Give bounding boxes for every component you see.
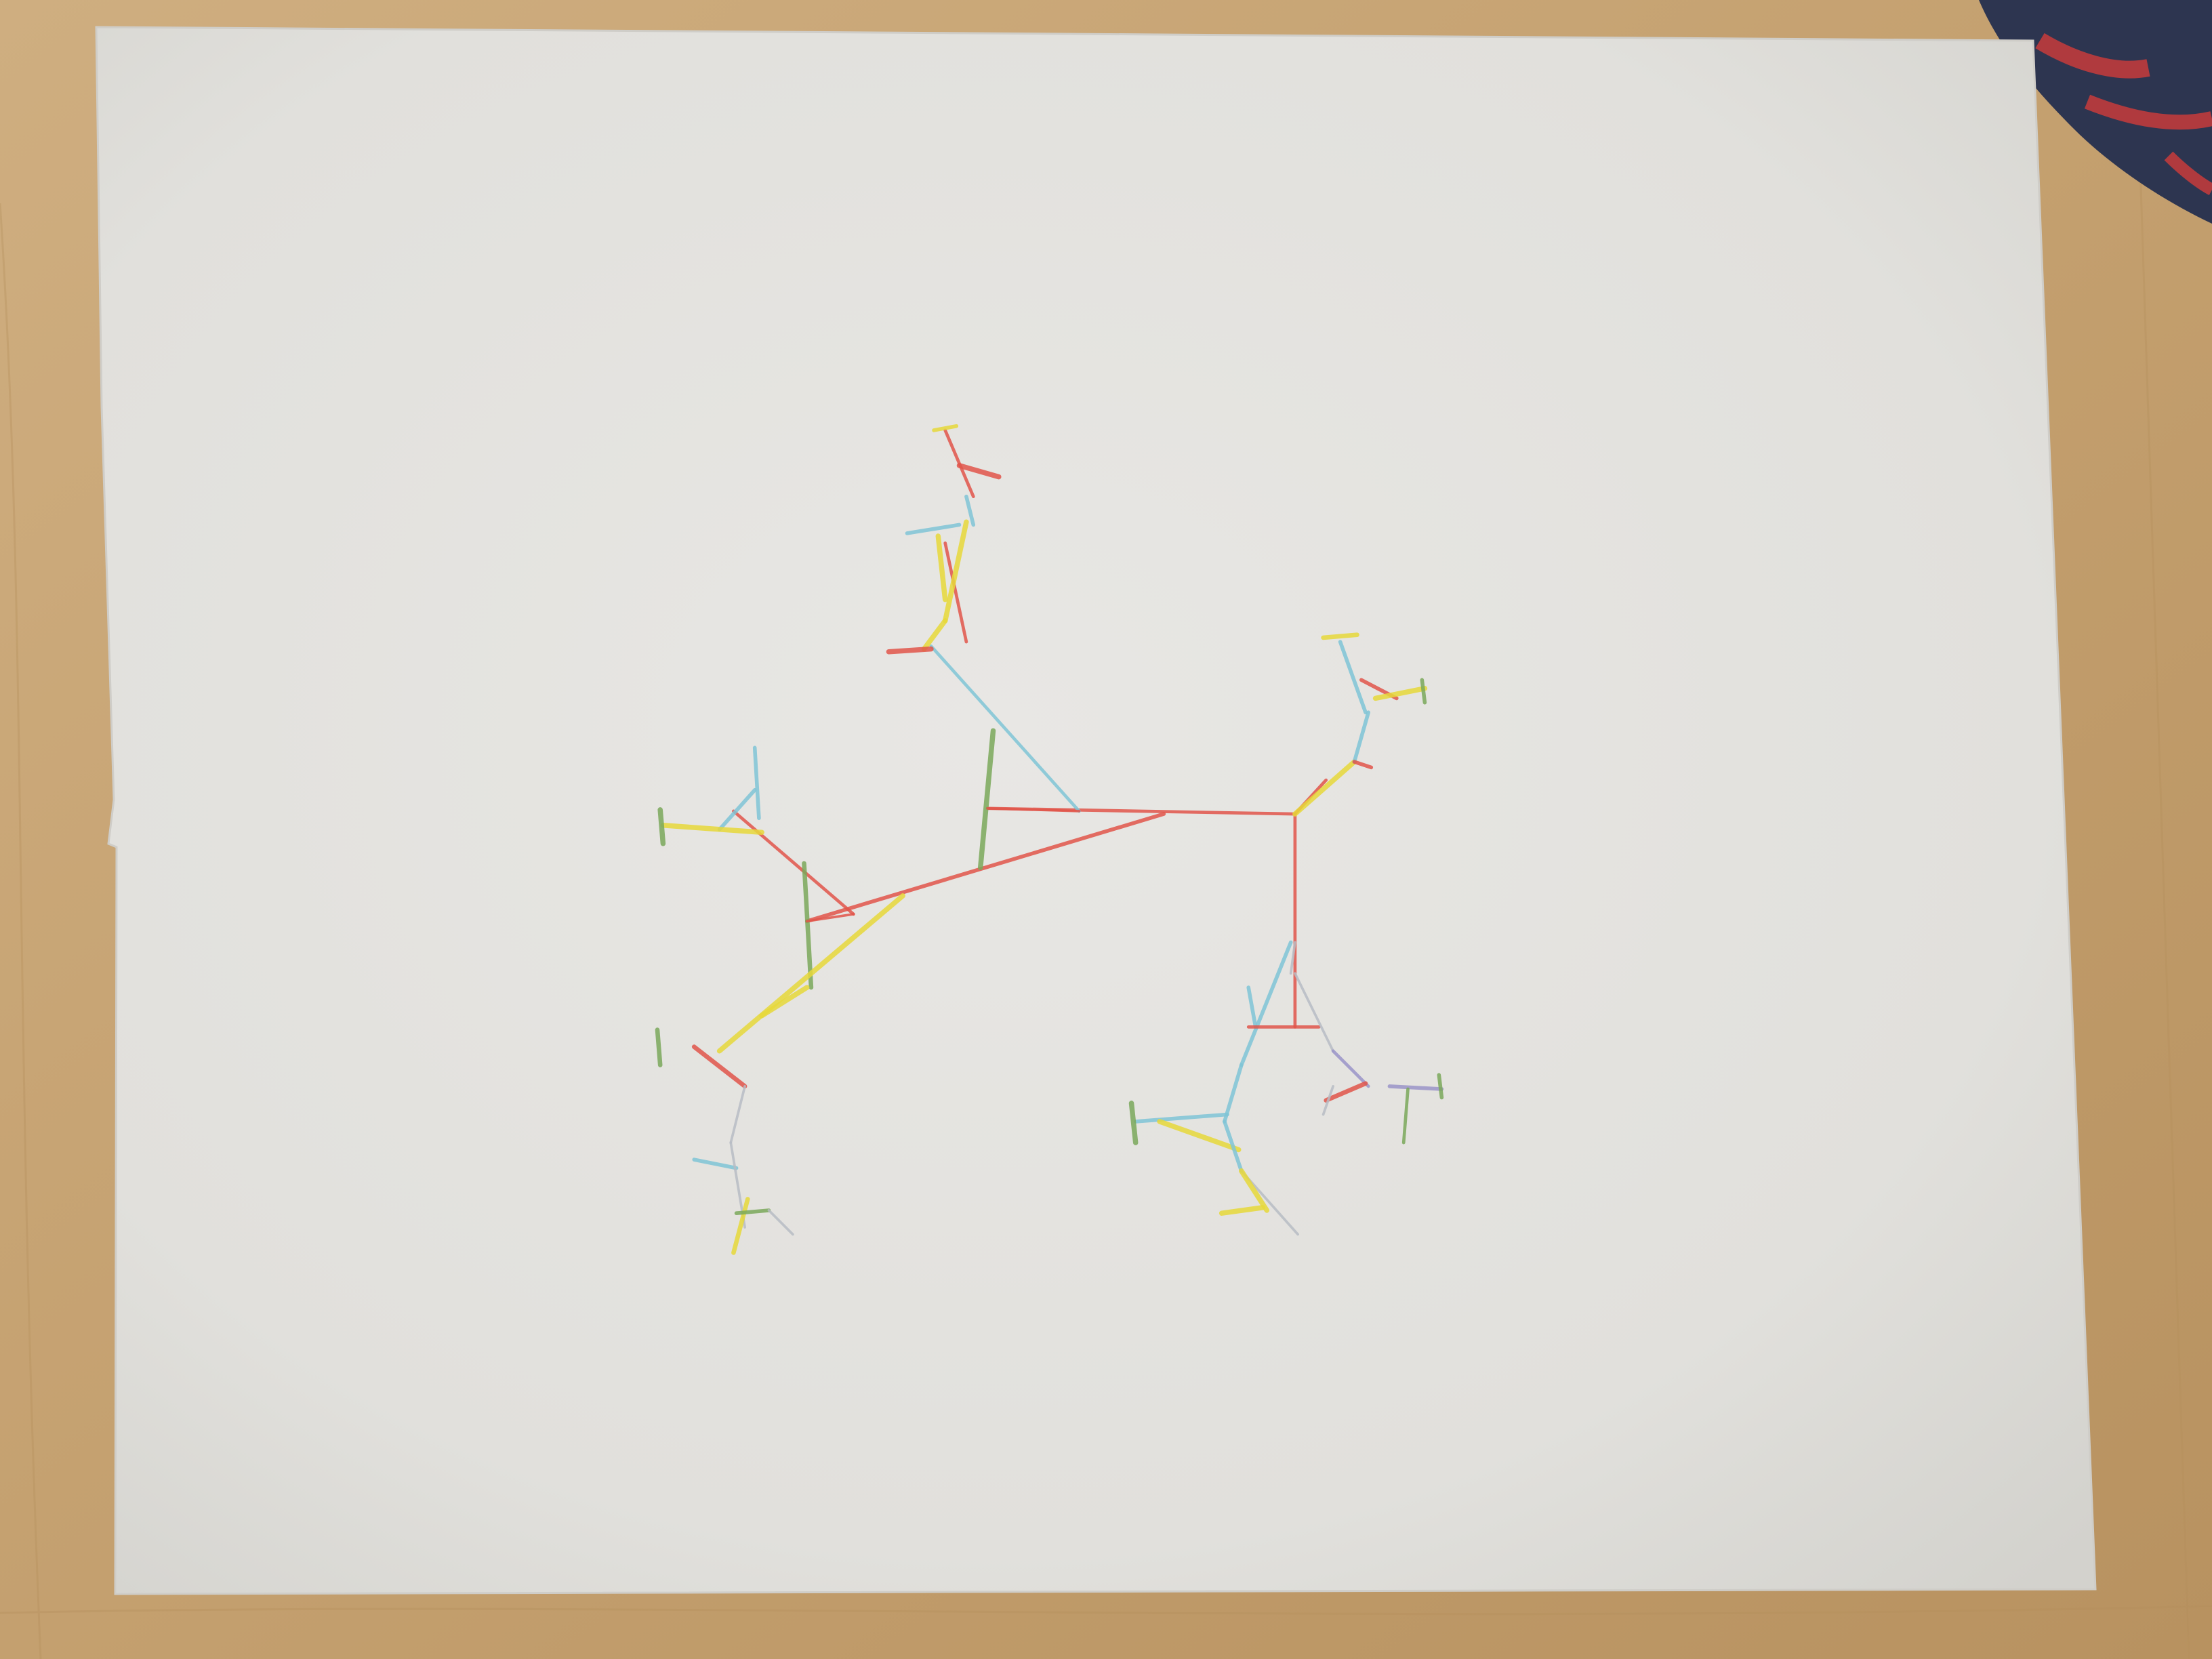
pencil-stroke-cyan <box>929 644 1081 813</box>
pencil-stroke-yellow <box>731 1197 750 1255</box>
pencil-stroke-yellow <box>1239 1168 1270 1213</box>
pencil-stroke-yellow <box>935 533 948 602</box>
pencil-stroke-red <box>956 463 1002 480</box>
pencil-stroke-red <box>986 806 1081 813</box>
fabric-corner <box>1979 0 2212 224</box>
pencil-stroke-yellow <box>716 893 905 1054</box>
pencil-stroke-purple <box>1387 1084 1444 1091</box>
pencil-stroke-cyan <box>692 1158 739 1170</box>
pencil-stroke-green <box>1420 678 1427 705</box>
pencil-tree-drawing <box>655 424 1444 1255</box>
pencil-stroke-red <box>732 809 855 916</box>
pencil-stroke-yellow <box>932 424 959 432</box>
pencil-stroke-cyan <box>1338 640 1368 714</box>
pencil-stroke-cyan <box>905 523 962 535</box>
pencil-stroke-yellow <box>1372 686 1428 701</box>
pencil-stroke-cyan <box>1223 1063 1244 1124</box>
pencil-stroke-gray <box>767 1209 794 1236</box>
pencil-stroke-yellow <box>759 985 810 1019</box>
pencil-stroke-red <box>804 812 1166 924</box>
pencil-stroke-cyan <box>752 745 761 821</box>
pencil-stroke-gray <box>1322 1085 1334 1116</box>
pencil-stroke-cyan <box>1223 1120 1244 1173</box>
pencil-stroke-cyan <box>964 494 976 527</box>
pencil-stroke-green <box>1401 1087 1410 1145</box>
pencil-stroke-yellow <box>921 618 948 652</box>
pencil-stroke-yellow <box>660 823 764 835</box>
pencil-stroke-gray <box>1289 941 1296 975</box>
pencil-stroke-cyan <box>717 787 757 832</box>
pencil-stroke-red <box>805 913 855 923</box>
pencil-stroke-red <box>691 1044 747 1089</box>
pencil-stroke-green <box>734 1208 771 1215</box>
pencil-stroke-green <box>1437 1073 1444 1100</box>
pencil-stroke-gray <box>1294 972 1334 1052</box>
pencil-stroke-green <box>657 807 666 846</box>
pencil-stroke-yellow <box>1292 759 1357 817</box>
pencil-stroke-green <box>802 861 814 990</box>
pencil-stroke-green <box>655 1027 663 1067</box>
pencil-stroke-red <box>1324 1081 1368 1103</box>
pencil-stroke-purple <box>1331 1049 1370 1088</box>
pencil-stroke-yellow <box>942 519 969 623</box>
pencil-stroke-yellow <box>1218 1205 1265 1216</box>
pencil-stroke-cyan <box>1133 1112 1229 1124</box>
pencil-stroke-gray <box>729 1085 746 1144</box>
pencil-stroke-yellow <box>1321 632 1359 640</box>
pencil-stroke-cyan <box>1240 940 1293 1067</box>
pencil-stroke-red <box>943 541 968 644</box>
pencil-stroke-red <box>886 646 934 655</box>
pencil-stroke-green <box>977 728 996 870</box>
pencil-stroke-yellow <box>1157 1119 1242 1153</box>
pencil-stroke-green <box>1128 1101 1139 1145</box>
pencil-stroke-cyan <box>1352 710 1370 764</box>
pencil-stroke-red <box>1352 760 1374 770</box>
pencil-stroke-cyan <box>1246 985 1258 1029</box>
